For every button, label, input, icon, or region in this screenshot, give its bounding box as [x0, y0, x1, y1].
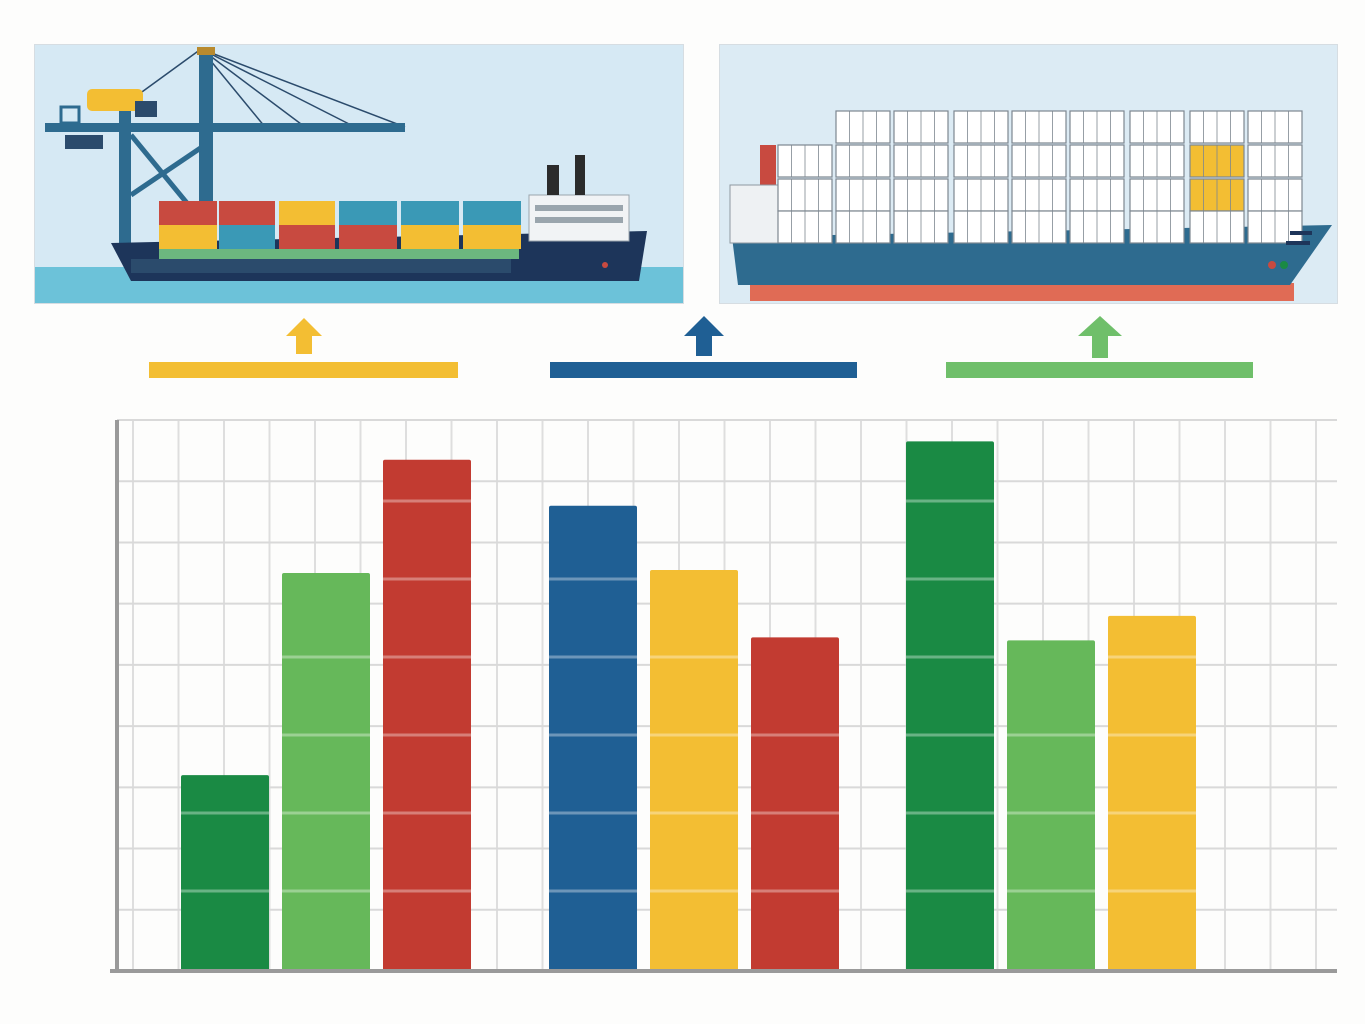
up-arrow-icon [684, 316, 724, 356]
bar [282, 573, 370, 971]
container-stack [777, 110, 1303, 244]
bar [650, 569, 738, 971]
bar [906, 441, 994, 971]
bar [549, 505, 637, 971]
bar [1108, 615, 1196, 971]
bars [181, 441, 1196, 971]
small-container-ship [111, 155, 647, 281]
bar [181, 775, 269, 971]
indicator-3 [946, 316, 1253, 378]
indicator-1 [149, 318, 458, 378]
large-container-ship [729, 110, 1332, 301]
bar [751, 637, 839, 971]
up-arrow-icon [1078, 316, 1122, 358]
bar [383, 459, 471, 971]
bar [1007, 640, 1095, 971]
port-crane-illustration [34, 44, 684, 304]
bar-chart [110, 419, 1337, 973]
container-ship-illustration [719, 44, 1338, 304]
up-arrow-icon [286, 318, 322, 354]
gantry-crane [45, 47, 406, 255]
indicator-2 [550, 316, 857, 378]
indicator-row [149, 316, 1253, 378]
